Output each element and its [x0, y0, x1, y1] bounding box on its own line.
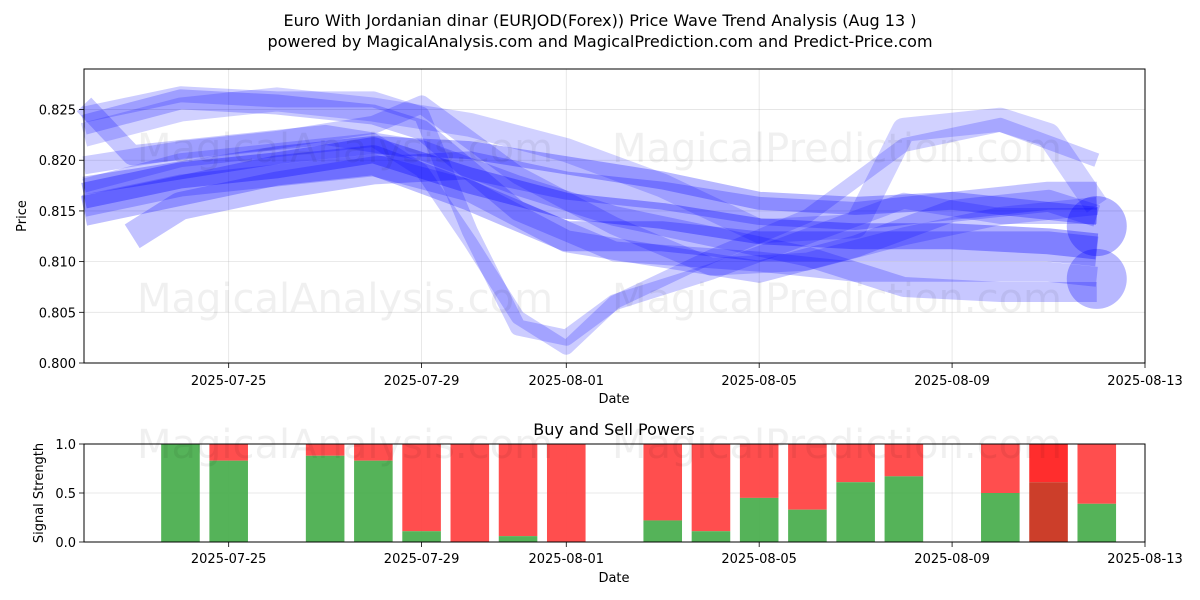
sell-power-bar: [546, 444, 586, 542]
wave-series-line: [124, 151, 1097, 249]
price-x-ticks: 2025-07-25 2025-07-29 2025-08-01 2025-08-05…: [191, 363, 1183, 389]
chart-title: Euro With Jordanian dinar (EURJOD(Forex)…: [284, 11, 917, 30]
buy-power-bar: [739, 497, 779, 542]
sell-power-bar: [1029, 444, 1068, 483]
buy-power-bar: [691, 531, 731, 542]
sell-power-bar: [450, 444, 490, 542]
buy-power-bar: [788, 509, 827, 542]
price-watermarks: MagicalAnalysis.com MagicalPrediction.co…: [137, 126, 1062, 322]
wave-end-marker: [1066, 248, 1127, 309]
buy-power-bar: [354, 460, 393, 542]
price-y-ticks: 0.800 0.805 0.810 0.815 0.820 0.825: [39, 104, 84, 372]
buy-power-bar: [402, 531, 441, 542]
buy-power-bar: [884, 476, 924, 542]
watermark-analysis: MagicalAnalysis.com: [137, 422, 553, 468]
signal-x-ticks: 2025-07-25 2025-07-29 2025-08-01 2025-08-05…: [191, 542, 1183, 567]
sell-power-bar: [305, 444, 345, 456]
wave-series-line: [82, 117, 1100, 355]
buy-power-bar: [305, 455, 345, 542]
watermark-prediction: MagicalPrediction.com: [612, 126, 1062, 172]
sell-power-bar: [691, 444, 731, 532]
wave-series-line: [81, 154, 1101, 283]
signal-watermarks: MagicalAnalysis.com MagicalPrediction.co…: [137, 422, 1062, 468]
price-x-tick-label: 2025-08-05: [721, 374, 797, 389]
sell-power-bar: [981, 444, 1020, 493]
buy-power-bar: [209, 460, 248, 542]
buy-power-bar: [981, 493, 1020, 542]
price-y-tick-label: 0.815: [39, 205, 76, 220]
price-x-tick-label: 2025-08-13: [1107, 374, 1183, 389]
price-x-tick-label: 2025-07-25: [191, 374, 267, 389]
sell-power-bar: [884, 444, 924, 477]
sell-power-bar: [788, 444, 827, 510]
signal-chart-title: Buy and Sell Powers: [533, 420, 695, 439]
price-x-tick-label: 2025-08-09: [914, 374, 990, 389]
wave-series-line: [82, 86, 1097, 346]
price-y-tick-label: 0.800: [39, 357, 76, 372]
watermark-analysis: MagicalAnalysis.com: [137, 126, 553, 172]
signal-x-label: Date: [598, 571, 629, 586]
price-plot-frame: [83, 68, 1146, 364]
signal-x-tick-label: 2025-08-09: [914, 552, 990, 567]
signal-x-tick-label: 2025-08-05: [721, 552, 797, 567]
signal-x-tick-label: 2025-08-01: [528, 552, 604, 567]
price-x-tick-label: 2025-07-29: [384, 374, 460, 389]
wave-series-line: [80, 87, 1107, 244]
price-waves: [76, 86, 1127, 355]
sell-power-bar: [643, 444, 683, 521]
wave-end-marker: [1066, 196, 1127, 257]
signal-x-tick-label: 2025-07-25: [191, 552, 267, 567]
sell-power-bar: [354, 444, 393, 461]
signal-y-tick-label: 0.0: [55, 536, 76, 551]
sell-power-bar: [1077, 444, 1117, 504]
price-y-tick-label: 0.805: [39, 306, 76, 321]
signal-x-tick-label: 2025-08-13: [1107, 552, 1183, 567]
wave-series-line: [76, 97, 1097, 302]
sell-power-bar: [402, 444, 441, 532]
wave-series-line: [82, 95, 1098, 276]
wave-series-line: [82, 136, 1098, 225]
wave-series-line: [81, 89, 1098, 287]
buy-power-bar: [498, 536, 538, 542]
wave-series-line: [80, 145, 1099, 267]
buy-power-bar: [643, 520, 683, 542]
buy-power-bar: [1077, 503, 1117, 542]
signal-y-tick-label: 0.5: [55, 487, 76, 502]
buy-power-bar: [836, 482, 875, 542]
signal-y-label: Signal Strength: [32, 443, 47, 543]
watermark-prediction: MagicalPrediction.com: [612, 422, 1062, 468]
sell-power-bar: [739, 444, 779, 498]
sell-power-bar: [836, 444, 875, 483]
sell-power-bar: [209, 444, 248, 461]
price-y-tick-label: 0.820: [39, 154, 76, 169]
watermark-analysis: MagicalAnalysis.com: [137, 276, 553, 322]
watermark-prediction: MagicalPrediction.com: [612, 276, 1062, 322]
signal-y-tick-label: 1.0: [55, 438, 76, 453]
price-y-tick-label: 0.825: [39, 104, 76, 119]
signal-bars: [161, 444, 1117, 542]
price-y-label: Price: [15, 200, 30, 232]
price-x-tick-label: 2025-08-01: [528, 374, 604, 389]
buy-power-bar: [1029, 482, 1068, 542]
wave-series-line: [81, 137, 1099, 260]
signal-x-tick-label: 2025-07-29: [384, 552, 460, 567]
buy-power-bar: [161, 444, 200, 542]
chart-subtitle: powered by MagicalAnalysis.com and Magic…: [267, 32, 932, 51]
price-x-label: Date: [598, 392, 629, 407]
sell-power-bar: [498, 444, 538, 537]
price-y-tick-label: 0.810: [39, 256, 76, 271]
signal-y-ticks: 0.0 0.5 1.0: [55, 438, 84, 551]
